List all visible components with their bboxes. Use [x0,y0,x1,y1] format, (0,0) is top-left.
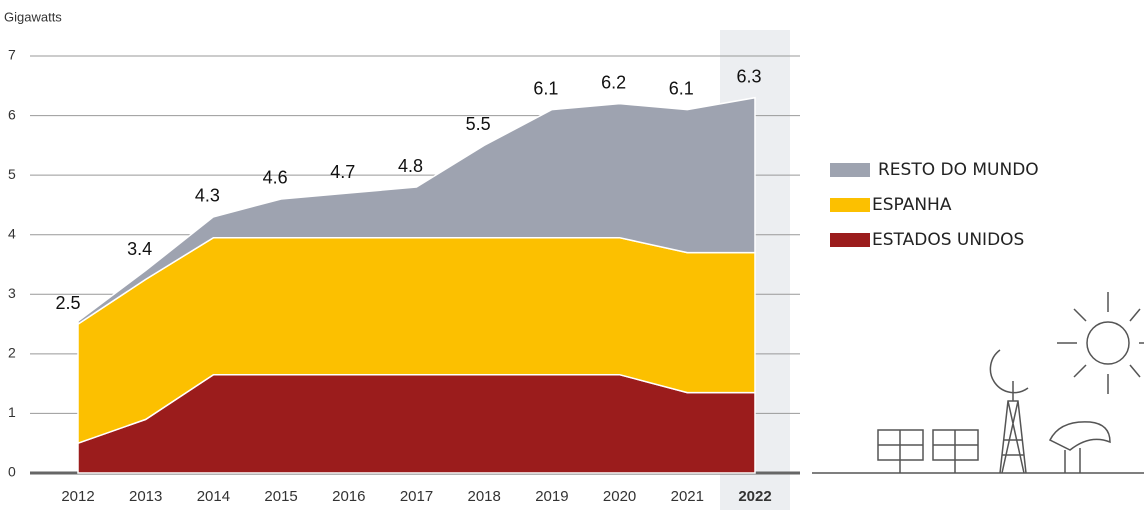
x-tick-label: 2018 [468,488,501,505]
x-tick-label: 2019 [535,488,568,505]
x-tick-label: 2022 [738,488,771,505]
legend-swatch [830,233,870,247]
y-tick-label: 5 [8,166,16,182]
legend-swatch [830,198,870,212]
x-tick-label: 2014 [197,488,230,505]
y-tick-label: 1 [8,404,16,420]
total-label: 4.7 [330,162,355,182]
x-tick-label: 2013 [129,488,162,505]
y-tick-label: 2 [8,345,16,361]
x-tick-label: 2016 [332,488,365,505]
total-label: 3.4 [127,239,152,259]
x-tick-label: 2012 [61,488,94,505]
area [77,96,756,326]
legend-label: ESPANHA [872,195,952,215]
legend-label: RESTO DO MUNDO [878,160,1039,180]
y-tick-label: 4 [8,225,16,241]
y-tick-label: 7 [8,47,16,63]
x-tick-label: 2017 [400,488,433,505]
x-tick-label: 2020 [603,488,636,505]
y-tick-label: 6 [8,106,16,122]
total-label: 6.3 [736,66,761,86]
y-tick-label: 3 [8,285,16,301]
legend-label: ESTADOS UNIDOS [872,230,1024,250]
y-axis-label: Gigawatts [4,9,62,24]
total-label: 5.5 [466,114,491,134]
total-label: 4.3 [195,186,220,206]
total-label: 6.1 [533,78,558,98]
total-label: 6.1 [669,78,694,98]
x-tick-label: 2021 [671,488,704,505]
y-tick-label: 0 [8,464,16,480]
legend-swatch [830,163,870,177]
total-label: 4.6 [263,168,288,188]
illustration [812,292,1144,474]
x-tick-label: 2015 [264,488,297,505]
total-label: 2.5 [55,293,80,313]
total-label: 4.8 [398,156,423,176]
total-label: 6.2 [601,72,626,92]
